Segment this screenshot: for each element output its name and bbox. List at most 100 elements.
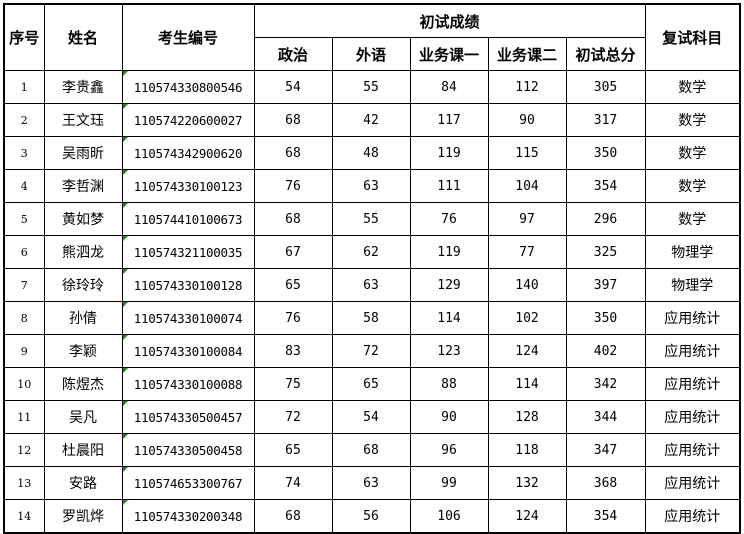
cell-foreign-lang[interactable]: 55 — [331, 70, 411, 104]
cell-course1[interactable]: 76 — [409, 202, 489, 236]
cell-total[interactable]: 305 — [565, 70, 646, 104]
cell-course2[interactable]: 124 — [487, 499, 567, 534]
cell-subject[interactable]: 物理学 — [644, 268, 741, 302]
cell-foreign-lang[interactable]: 48 — [331, 136, 411, 170]
cell-foreign-lang[interactable]: 65 — [331, 367, 411, 401]
cell-subject[interactable]: 数学 — [644, 70, 741, 104]
cell-course1[interactable]: 88 — [409, 367, 489, 401]
cell-seq[interactable]: 2 — [3, 103, 45, 137]
cell-course2[interactable]: 128 — [487, 400, 567, 434]
cell-politics[interactable]: 72 — [253, 400, 333, 434]
cell-total[interactable]: 397 — [565, 268, 646, 302]
cell-seq[interactable]: 6 — [3, 235, 45, 269]
cell-course2[interactable]: 77 — [487, 235, 567, 269]
cell-id[interactable]: 110574330100074 — [121, 301, 255, 335]
cell-total[interactable]: 347 — [565, 433, 646, 467]
cell-subject[interactable]: 应用统计 — [644, 334, 741, 368]
cell-course2[interactable]: 140 — [487, 268, 567, 302]
cell-course2[interactable]: 102 — [487, 301, 567, 335]
cell-politics[interactable]: 68 — [253, 202, 333, 236]
cell-seq[interactable]: 3 — [3, 136, 45, 170]
cell-total[interactable]: 402 — [565, 334, 646, 368]
cell-politics[interactable]: 76 — [253, 301, 333, 335]
cell-total[interactable]: 296 — [565, 202, 646, 236]
cell-seq[interactable]: 4 — [3, 169, 45, 203]
cell-foreign-lang[interactable]: 54 — [331, 400, 411, 434]
cell-seq[interactable]: 11 — [3, 400, 45, 434]
cell-id[interactable]: 110574330100128 — [121, 268, 255, 302]
cell-subject[interactable]: 应用统计 — [644, 301, 741, 335]
cell-id[interactable]: 110574330100123 — [121, 169, 255, 203]
cell-course1[interactable]: 84 — [409, 70, 489, 104]
cell-seq[interactable]: 12 — [3, 433, 45, 467]
cell-course1[interactable]: 106 — [409, 499, 489, 534]
cell-politics[interactable]: 68 — [253, 499, 333, 534]
cell-subject[interactable]: 数学 — [644, 169, 741, 203]
cell-subject[interactable]: 数学 — [644, 202, 741, 236]
cell-total[interactable]: 354 — [565, 499, 646, 534]
cell-course2[interactable]: 115 — [487, 136, 567, 170]
cell-foreign-lang[interactable]: 72 — [331, 334, 411, 368]
cell-seq[interactable]: 14 — [3, 499, 45, 534]
cell-course1[interactable]: 90 — [409, 400, 489, 434]
cell-course1[interactable]: 96 — [409, 433, 489, 467]
cell-course1[interactable]: 117 — [409, 103, 489, 137]
cell-name[interactable]: 李颖 — [43, 334, 123, 368]
cell-total[interactable]: 325 — [565, 235, 646, 269]
cell-course1[interactable]: 111 — [409, 169, 489, 203]
cell-politics[interactable]: 68 — [253, 103, 333, 137]
cell-total[interactable]: 354 — [565, 169, 646, 203]
cell-course1[interactable]: 119 — [409, 235, 489, 269]
cell-name[interactable]: 李贵鑫 — [43, 70, 123, 104]
cell-subject[interactable]: 应用统计 — [644, 499, 741, 534]
cell-politics[interactable]: 68 — [253, 136, 333, 170]
cell-name[interactable]: 王文珏 — [43, 103, 123, 137]
cell-id[interactable]: 110574220600027 — [121, 103, 255, 137]
cell-id[interactable]: 110574330200348 — [121, 499, 255, 534]
cell-name[interactable]: 安路 — [43, 466, 123, 500]
cell-foreign-lang[interactable]: 63 — [331, 466, 411, 500]
cell-foreign-lang[interactable]: 68 — [331, 433, 411, 467]
cell-name[interactable]: 杜晨阳 — [43, 433, 123, 467]
cell-seq[interactable]: 13 — [3, 466, 45, 500]
cell-course2[interactable]: 114 — [487, 367, 567, 401]
cell-foreign-lang[interactable]: 58 — [331, 301, 411, 335]
cell-id[interactable]: 110574330500457 — [121, 400, 255, 434]
cell-subject[interactable]: 物理学 — [644, 235, 741, 269]
cell-foreign-lang[interactable]: 63 — [331, 268, 411, 302]
cell-subject[interactable]: 应用统计 — [644, 367, 741, 401]
cell-id[interactable]: 110574330100084 — [121, 334, 255, 368]
cell-name[interactable]: 吴凡 — [43, 400, 123, 434]
cell-seq[interactable]: 10 — [3, 367, 45, 401]
cell-total[interactable]: 344 — [565, 400, 646, 434]
cell-name[interactable]: 李哲渊 — [43, 169, 123, 203]
cell-course1[interactable]: 114 — [409, 301, 489, 335]
cell-seq[interactable]: 1 — [3, 70, 45, 104]
cell-id[interactable]: 110574330500458 — [121, 433, 255, 467]
cell-politics[interactable]: 67 — [253, 235, 333, 269]
cell-course1[interactable]: 99 — [409, 466, 489, 500]
cell-subject[interactable]: 应用统计 — [644, 433, 741, 467]
cell-politics[interactable]: 75 — [253, 367, 333, 401]
cell-name[interactable]: 黄如梦 — [43, 202, 123, 236]
cell-seq[interactable]: 5 — [3, 202, 45, 236]
cell-id[interactable]: 110574342900620 — [121, 136, 255, 170]
cell-subject[interactable]: 数学 — [644, 136, 741, 170]
cell-politics[interactable]: 76 — [253, 169, 333, 203]
cell-course2[interactable]: 104 — [487, 169, 567, 203]
cell-total[interactable]: 368 — [565, 466, 646, 500]
cell-foreign-lang[interactable]: 55 — [331, 202, 411, 236]
cell-politics[interactable]: 65 — [253, 433, 333, 467]
cell-id[interactable]: 110574330100088 — [121, 367, 255, 401]
cell-course2[interactable]: 97 — [487, 202, 567, 236]
cell-id[interactable]: 110574410100673 — [121, 202, 255, 236]
cell-foreign-lang[interactable]: 62 — [331, 235, 411, 269]
cell-course1[interactable]: 119 — [409, 136, 489, 170]
cell-total[interactable]: 350 — [565, 136, 646, 170]
cell-seq[interactable]: 9 — [3, 334, 45, 368]
cell-seq[interactable]: 8 — [3, 301, 45, 335]
cell-politics[interactable]: 83 — [253, 334, 333, 368]
cell-subject[interactable]: 应用统计 — [644, 400, 741, 434]
cell-course2[interactable]: 124 — [487, 334, 567, 368]
cell-foreign-lang[interactable]: 42 — [331, 103, 411, 137]
